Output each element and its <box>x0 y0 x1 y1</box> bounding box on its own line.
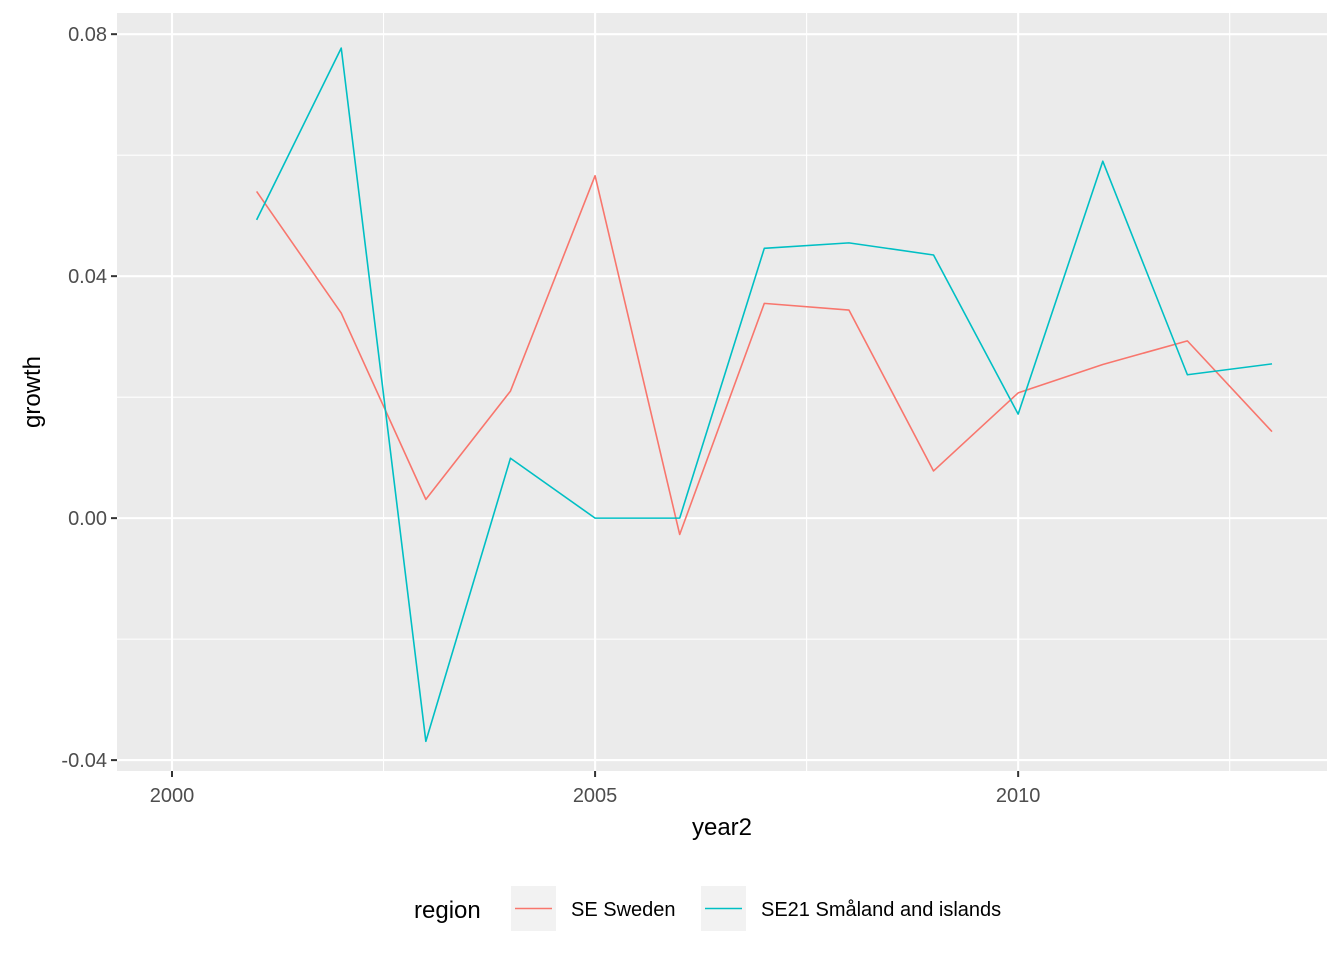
legend-items: SE Sweden SE21 Småland and islands <box>511 886 1001 931</box>
x-tick-label: 2005 <box>573 785 618 807</box>
x-tick-label: 2000 <box>150 785 195 807</box>
minor-gridlines <box>117 13 1327 771</box>
y-tick-label: 0.08 <box>68 24 107 46</box>
legend: region SE Sweden SE21 Småland and islands <box>414 886 1001 931</box>
y-tick-label: 0.00 <box>68 508 107 530</box>
x-tick-label: 2010 <box>996 785 1041 807</box>
legend-label-2: SE21 Småland and islands <box>761 899 1001 921</box>
plot-panel <box>117 13 1327 771</box>
series-line-1 <box>255 174 1273 536</box>
major-gridlines <box>117 13 1327 771</box>
y-tick-label: 0.04 <box>68 266 107 288</box>
legend-label-1: SE Sweden <box>571 899 676 921</box>
x-axis-title: year2 <box>692 814 752 841</box>
x-axis: 2000 2005 2010 <box>150 771 1041 807</box>
y-tick-label: -0.04 <box>61 750 107 772</box>
y-axis-title: growth <box>19 356 46 428</box>
series-line-2 <box>255 47 1273 743</box>
y-axis: -0.04 0.00 0.04 0.08 <box>61 24 117 772</box>
series-layer <box>255 47 1273 743</box>
legend-title: region <box>414 897 481 924</box>
